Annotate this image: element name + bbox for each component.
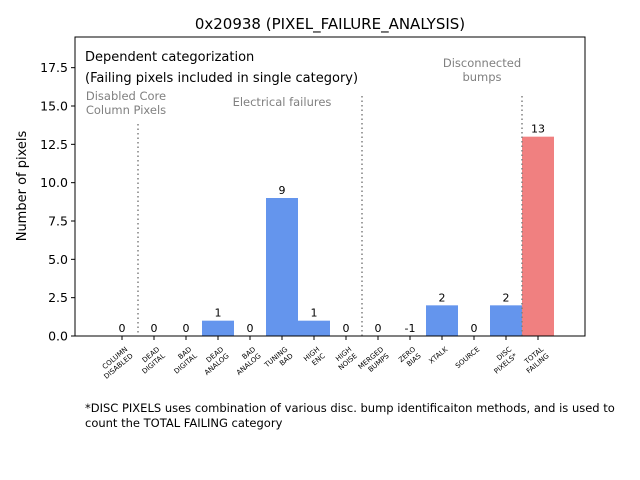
value-label-0: 0 [119,322,126,335]
value-label-6: 1 [311,307,318,320]
y-axis: 0.0 2.5 5.0 7.5 10.0 12.5 15.0 17.5 [40,60,75,344]
x-tick-label-0: COLUMNDISABLED [97,345,135,380]
x-tick-label-11: SOURCE [454,345,481,370]
y-tick-label-3: 7.5 [48,214,68,229]
y-tick-label-0: 0.0 [48,329,68,344]
x-tick-label-5: TUNINGBAD [262,345,294,376]
bar-3 [202,320,234,336]
value-label-4: 0 [247,322,254,335]
bar-13 [522,136,554,336]
group-label-1: Electrical failures [233,95,332,109]
group-label-0-line-0: Disabled Core [86,89,166,103]
group-label-0: Disabled Core Column Pixels [86,89,166,117]
y-tick-label-2: 5.0 [48,252,68,267]
x-tick-label-11-line-0: SOURCE [454,345,481,370]
plot-area: 0 0 0 1 0 9 1 0 0 -1 2 0 2 13 [119,96,554,336]
x-tick-label-3: DEADANALOG [198,345,231,377]
footnote: *DISC PIXELS uses combination of various… [85,401,615,430]
x-tick-label-12: DISCPIXELS* [487,345,519,376]
x-tick-label-13: TOTALFAILING [520,345,551,375]
group-label-2-line-0: Disconnected [443,56,521,70]
chart-title: 0x20938 (PIXEL_FAILURE_ANALYSIS) [195,15,465,34]
value-label-8: 0 [375,322,382,335]
x-tick-label-7: HIGHNOISE [332,345,359,372]
y-tick-label-1: 2.5 [48,290,68,305]
value-label-5: 9 [279,184,286,197]
y-axis-label: Number of pixels [15,130,30,241]
x-tick-label-8: MERGEDBUMPS [357,345,391,378]
y-tick-label-6: 15.0 [40,99,68,114]
value-label-1: 0 [151,322,158,335]
y-tick-label-5: 12.5 [40,137,68,152]
plot-frame [74,36,586,337]
legend-line-2: (Failing pixels included in single categ… [85,71,358,86]
bar-5 [266,198,298,336]
group-label-1-line-0: Electrical failures [233,95,332,109]
y-tick-label-7: 17.5 [40,60,68,75]
group-label-0-line-1: Column Pixels [86,103,166,117]
x-tick-label-10-line-0: XTALK [428,345,450,365]
bar-6 [298,320,330,336]
x-tick-label-9: ZEROBIAS [397,345,423,371]
x-tick-label-2: BADDIGITAL [167,345,199,375]
value-label-11: 0 [471,322,478,335]
group-label-2: Disconnected bumps [443,56,521,84]
value-label-2: 0 [183,322,190,335]
value-label-9: -1 [405,322,416,335]
x-axis: COLUMNDISABLED DEADDIGITAL BADDIGITAL DEADA… [97,336,551,381]
bar-10 [426,305,458,336]
value-label-3: 1 [215,307,222,320]
value-label-13: 13 [531,123,545,136]
value-label-7: 0 [343,322,350,335]
value-label-12: 2 [503,291,510,304]
bar-12 [490,305,522,336]
group-labels: Disabled Core Column Pixels Electrical fai… [86,56,521,117]
x-tick-label-1: DEADDIGITAL [135,345,167,375]
group-label-2-line-1: bumps [462,70,501,84]
value-label-10: 2 [439,291,446,304]
legend-line-1: Dependent categorization [85,50,254,65]
x-tick-label-6: HIGHENC [302,345,327,369]
y-tick-label-4: 10.0 [40,175,68,190]
x-tick-label-4: BADANALOG [230,345,263,377]
x-tick-label-10: XTALK [428,345,450,365]
